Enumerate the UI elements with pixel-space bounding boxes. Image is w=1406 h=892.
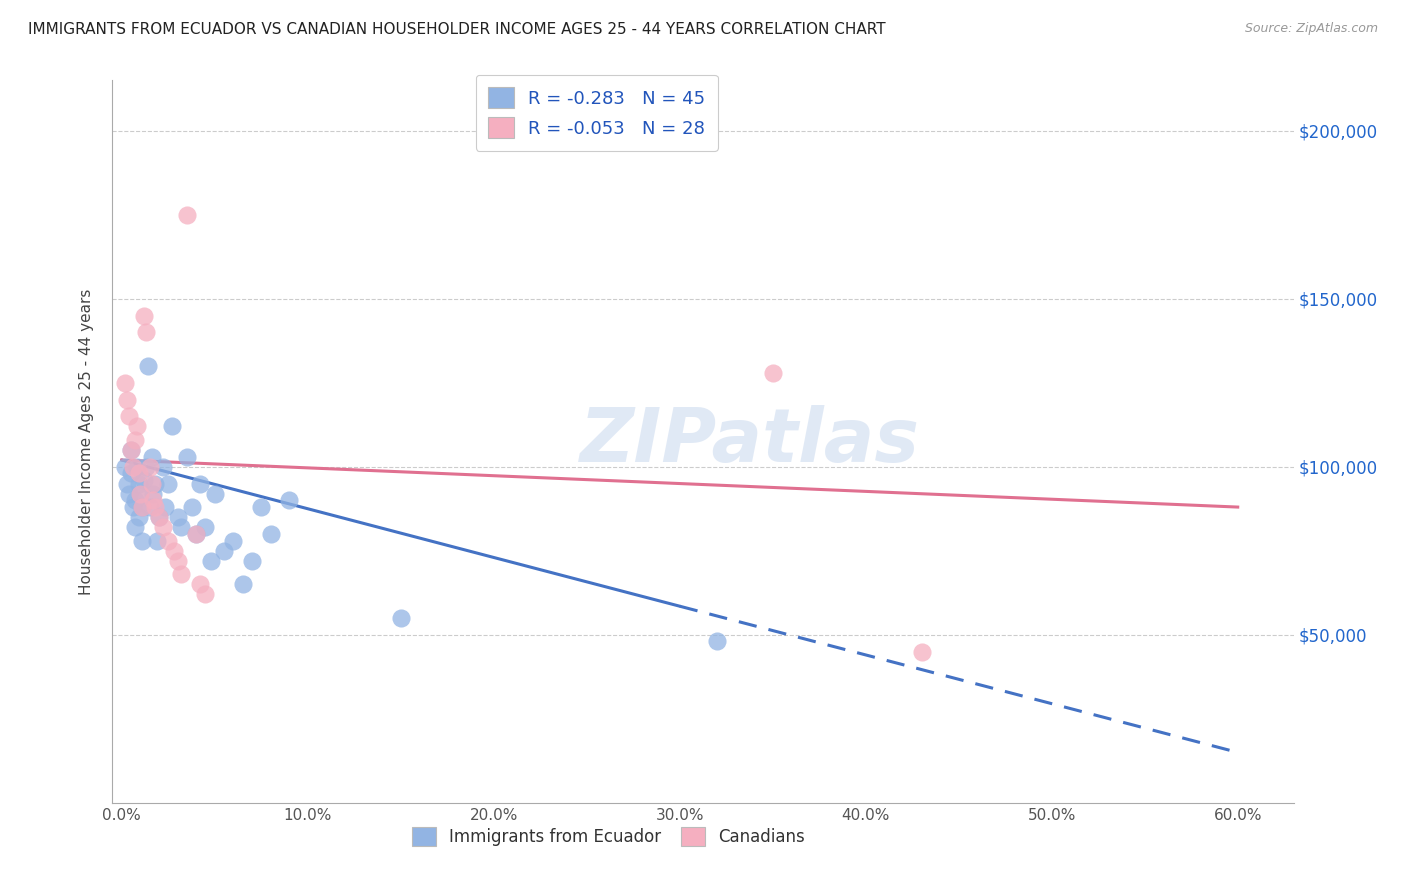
Point [117,392,139,407]
Text: ZIPatlas: ZIPatlas [581,405,921,478]
Point [131,500,153,514]
Point [141,476,163,491]
Point [186,527,208,541]
Point [170,520,193,534]
Point [166,510,188,524]
Point [143,476,166,491]
Point [200,554,222,568]
Point [166,554,188,568]
Point [120,467,142,481]
Point [131,500,153,514]
Point [117,476,139,491]
Point [142,493,165,508]
Point [240,554,263,568]
Point [120,442,142,457]
Point [122,500,145,514]
Point [138,459,160,474]
Point [131,533,153,548]
Point [153,500,176,514]
Legend: Immigrants from Ecuador, Canadians: Immigrants from Ecuador, Canadians [402,817,814,856]
Point [143,500,166,514]
Point [128,467,150,481]
Point [188,577,211,591]
Point [232,577,254,591]
Point [125,419,148,434]
Text: IMMIGRANTS FROM ECUADOR VS CANADIAN HOUSEHOLDER INCOME AGES 25 - 44 YEARS CORREL: IMMIGRANTS FROM ECUADOR VS CANADIAN HOUS… [28,22,886,37]
Point [129,486,152,500]
Point [146,533,169,548]
Point [128,510,150,524]
Point [157,533,180,548]
Point [128,476,150,491]
Point [125,459,148,474]
Point [160,419,183,434]
Point [136,359,159,373]
Point [138,500,160,514]
Point [176,208,198,222]
Point [120,442,142,457]
Point [142,486,165,500]
Point [124,493,146,508]
Point [204,486,226,500]
Point [259,527,281,541]
Point [222,533,245,548]
Point [389,611,412,625]
Point [194,587,217,601]
Point [124,520,146,534]
Point [152,459,174,474]
Point [135,459,157,474]
Point [762,366,785,380]
Point [170,567,193,582]
Point [157,476,180,491]
Point [163,543,186,558]
Point [114,459,136,474]
Point [132,309,155,323]
Point [148,510,170,524]
Text: Source: ZipAtlas.com: Source: ZipAtlas.com [1244,22,1378,36]
Point [118,409,141,424]
Point [124,433,146,447]
Point [118,486,141,500]
Point [148,510,170,524]
Y-axis label: Householder Income Ages 25 - 44 years: Householder Income Ages 25 - 44 years [79,288,94,595]
Point [176,450,198,464]
Point [278,493,301,508]
Point [706,634,728,648]
Point [152,520,174,534]
Point [129,486,152,500]
Point [135,326,157,340]
Point [250,500,273,514]
Point [181,500,204,514]
Point [186,527,208,541]
Point [114,376,136,390]
Point [141,450,163,464]
Point [132,473,155,487]
Point [910,644,932,658]
Point [188,476,211,491]
Point [194,520,217,534]
Point [122,459,145,474]
Point [212,543,235,558]
